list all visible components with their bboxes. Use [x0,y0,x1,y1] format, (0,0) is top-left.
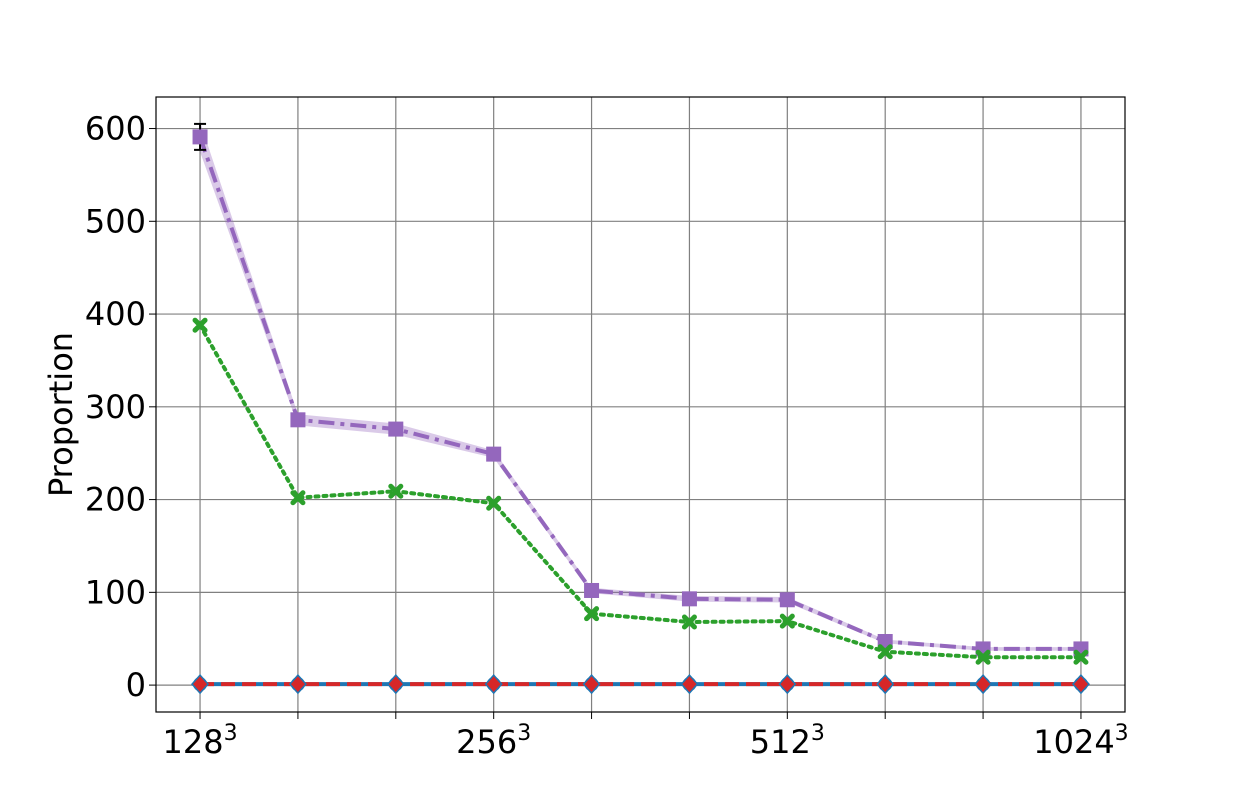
y-tick-label: 300 [85,388,146,426]
data-point-x-stroke [779,613,795,629]
x-tick-label: 10243 [1033,721,1128,761]
x-tick-label: 2563 [456,721,531,761]
data-point-diamond [484,674,503,695]
data-point-diamond [288,674,307,695]
y-tick-label: 400 [85,295,146,333]
data-point-square [192,129,208,145]
data-point-x [779,613,795,629]
data-point-x-stroke [681,614,697,630]
data-point-square [779,592,795,608]
y-tick-label: 100 [85,573,146,611]
band-layer [200,122,1081,651]
series-line [198,323,1083,660]
series-layer [191,122,1090,695]
data-point-square [584,582,600,598]
data-point-diamond [582,674,601,695]
plot-frame [155,96,1126,713]
x-tick-label: 5123 [750,721,825,761]
data-point-x [584,606,600,622]
data-point-diamond [386,674,405,695]
data-point-x-stroke [388,483,404,499]
series-line [198,136,1081,651]
y-tick-label: 0 [126,666,146,704]
data-point-x [486,495,502,511]
data-point-x [192,317,208,333]
y-tick-label: 500 [85,202,146,240]
tick-layer: 0 100 200 300 400 500 600 1283 2563 5123 10243 [85,110,1129,761]
data-point-x-stroke [584,606,600,622]
data-point-square [290,412,306,428]
y-tick-label: 200 [85,481,146,519]
data-point-diamond [974,674,993,695]
data-point-x [877,644,893,660]
data-point-square [388,421,404,437]
data-point-x [681,614,697,630]
data-point-x-stroke [486,495,502,511]
data-point-x [975,649,991,665]
x-tick-label: 1283 [163,721,238,761]
y-axis-label: Proportion [42,332,80,497]
data-point-x [290,490,306,506]
data-point-square [681,591,697,607]
series-band [200,122,1081,651]
data-point-x-stroke [192,317,208,333]
data-point-square [486,446,502,462]
data-point-diamond [1071,674,1090,695]
data-point-x [1073,649,1089,665]
data-point-x-stroke [1073,649,1089,665]
data-point-diamond [876,674,895,695]
data-point-x-stroke [290,490,306,506]
y-tick-label: 600 [85,110,146,148]
data-point-diamond [778,674,797,695]
data-point-x [388,483,404,499]
data-point-diamond [191,674,210,695]
data-point-x-stroke [975,649,991,665]
data-point-x-stroke [877,644,893,660]
data-point-diamond [680,674,699,695]
